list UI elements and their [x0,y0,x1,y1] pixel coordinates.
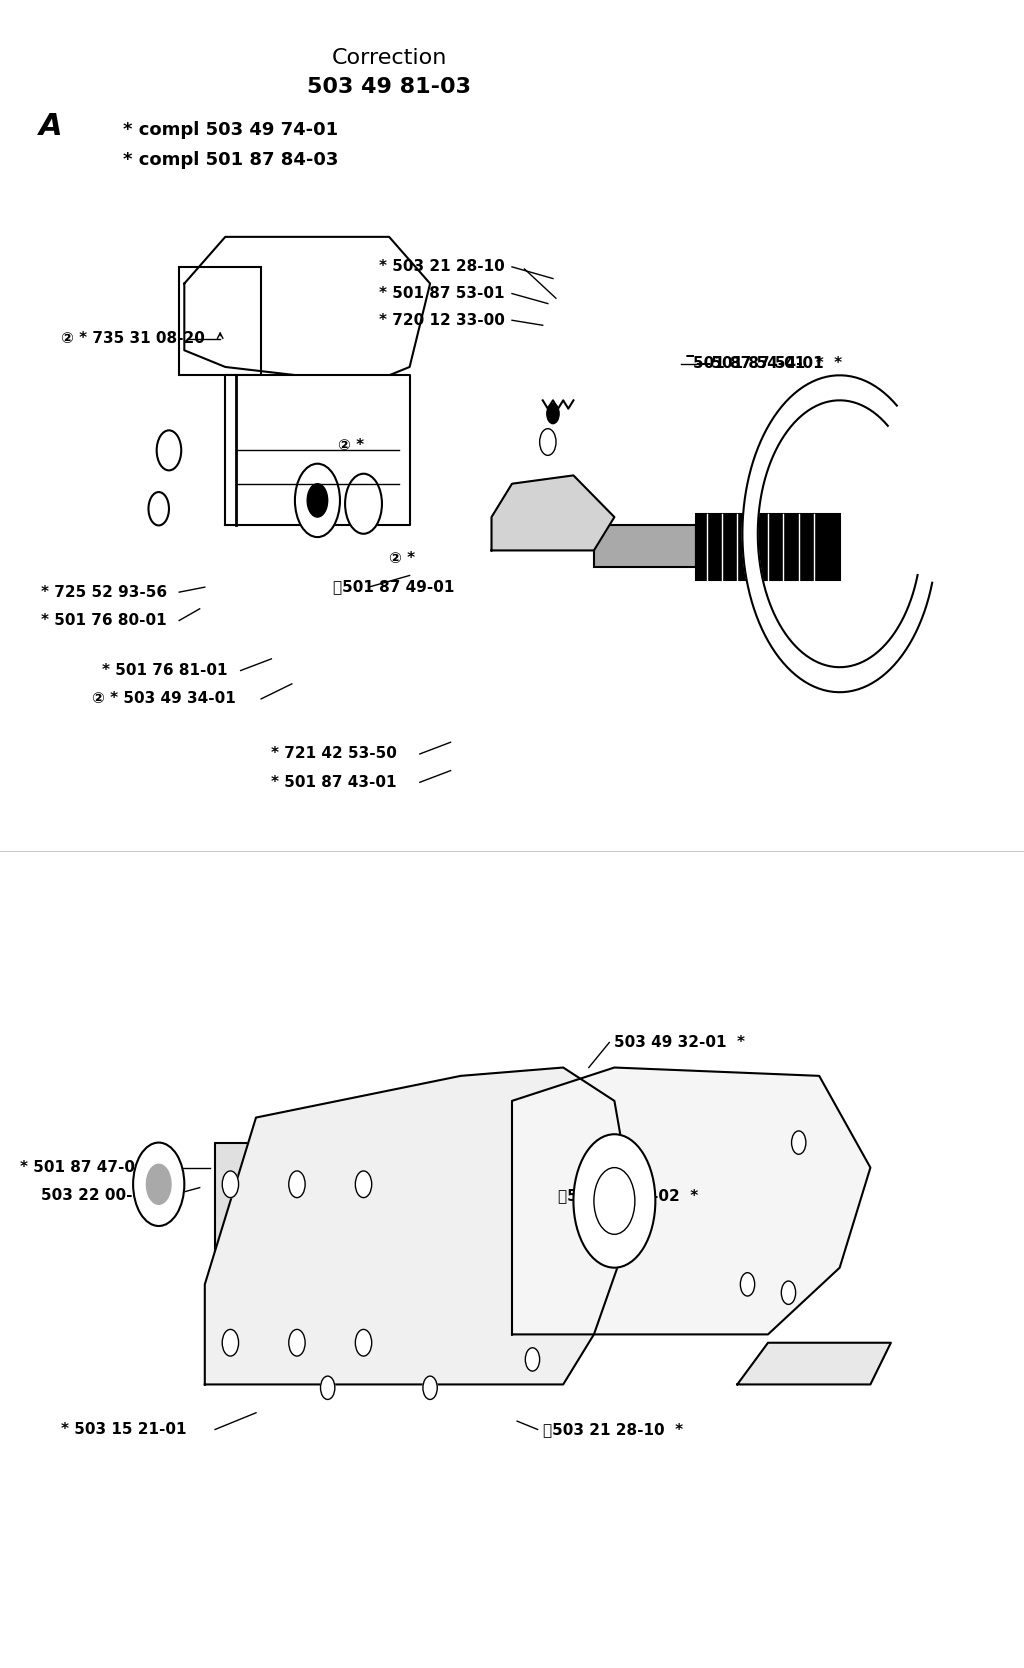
Polygon shape [492,475,614,550]
Circle shape [133,1143,184,1226]
Circle shape [148,492,169,525]
Circle shape [573,1134,655,1268]
Circle shape [146,1164,171,1204]
Text: ② *: ② * [389,552,416,565]
Circle shape [781,1281,796,1304]
Text: * compl 503 49 74-01: * compl 503 49 74-01 [123,122,338,138]
Text: 503 22 00-01: 503 22 00-01 [41,1189,154,1203]
Text: * 721 42 53-50: * 721 42 53-50 [271,747,397,761]
Text: ② * 735 31 08-20: ② * 735 31 08-20 [61,332,206,345]
Circle shape [289,1171,305,1198]
FancyBboxPatch shape [594,525,696,567]
Circle shape [355,1329,372,1356]
Text: * 501 87 53-01: * 501 87 53-01 [379,287,505,300]
Circle shape [345,474,382,534]
Text: ⒑501 87 49-01: ⒑501 87 49-01 [333,580,455,594]
Circle shape [222,1329,239,1356]
Circle shape [740,1273,755,1296]
Text: ⒑501 87 42-02  *: ⒑501 87 42-02 * [558,1189,698,1203]
Circle shape [321,1376,335,1399]
Text: * 501 87 43-01: * 501 87 43-01 [271,776,397,789]
Circle shape [307,484,328,517]
Circle shape [355,1171,372,1198]
Text: ⒑503 21 28-10  *: ⒑503 21 28-10 * [543,1423,683,1436]
Polygon shape [512,1068,870,1334]
Text: * 501 76 80-01: * 501 76 80-01 [41,614,167,627]
Circle shape [525,1348,540,1371]
Text: * compl 501 87 84-03: * compl 501 87 84-03 [123,152,338,168]
Text: Correction: Correction [332,48,446,68]
Text: ̅501 87 54-01  *: ̅501 87 54-01 * [693,357,824,370]
Text: * 503 21 28-10: * 503 21 28-10 [379,260,505,274]
Text: ② * 503 49 34-01: ② * 503 49 34-01 [92,692,236,706]
Circle shape [222,1171,239,1198]
Text: * 503 15 21-01: * 503 15 21-01 [61,1423,187,1436]
Polygon shape [225,375,410,525]
Text: A: A [39,112,63,142]
Circle shape [547,404,559,424]
Text: 503 49 32-01  *: 503 49 32-01 * [614,1036,745,1049]
Polygon shape [737,1343,891,1384]
Text: * 720 12 33-00: * 720 12 33-00 [379,314,505,327]
Circle shape [540,429,556,455]
Text: * 501 76 81-01: * 501 76 81-01 [102,664,228,677]
Polygon shape [205,1068,635,1384]
Text: * 725 52 93-56: * 725 52 93-56 [41,585,167,599]
Circle shape [792,1131,806,1154]
Text: ② *: ② * [338,439,365,452]
Circle shape [289,1329,305,1356]
Circle shape [295,464,340,537]
Text: * 501 87 47-01: * 501 87 47-01 [20,1161,146,1174]
Polygon shape [742,375,932,692]
FancyBboxPatch shape [179,267,261,375]
Circle shape [423,1376,437,1399]
FancyBboxPatch shape [696,514,840,580]
Text: —501 87 54-01  *: —501 87 54-01 * [696,357,843,370]
Text: 503 49 81-03: 503 49 81-03 [307,77,471,97]
Circle shape [157,430,181,470]
FancyBboxPatch shape [215,1143,389,1376]
